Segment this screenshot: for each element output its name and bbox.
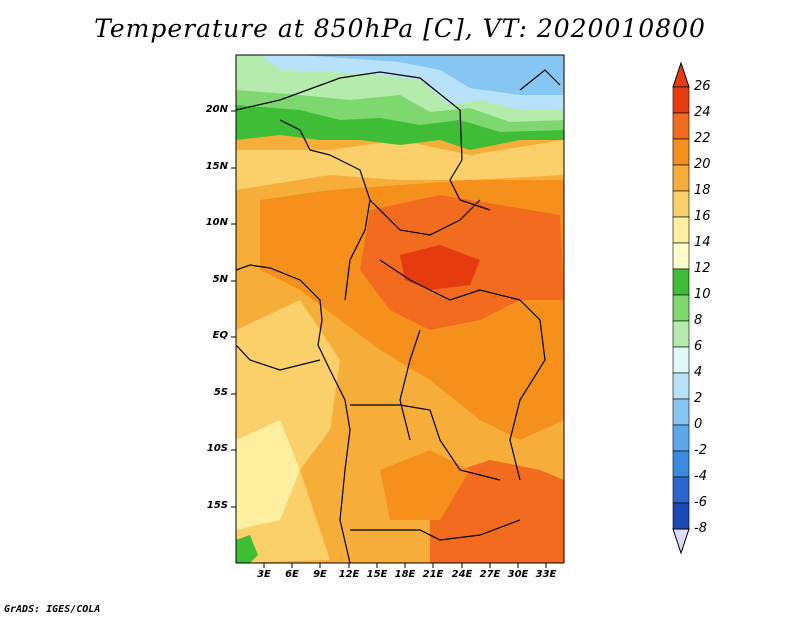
cb-label-4: 4 — [694, 365, 703, 380]
country-borders — [236, 69, 561, 563]
cb-label-2: 2 — [694, 391, 703, 406]
colorbar-box-8 — [672, 268, 690, 296]
map-title: Temperature at 850hPa [C], VT: 202001080… — [94, 14, 706, 43]
cb-label-m4: -4 — [694, 469, 707, 484]
colorbar-bottom-arrow — [672, 528, 690, 555]
colorbar-box-11 — [672, 346, 690, 374]
lon-label-27e: 27E — [479, 569, 501, 580]
colorbar-box-5 — [672, 190, 690, 218]
lon-label-9e: 9E — [313, 569, 327, 580]
colorbar-box-4 — [672, 164, 690, 192]
temperature-field — [236, 55, 564, 563]
lon-label-12e: 12E — [338, 569, 360, 580]
field-blue-north — [300, 55, 564, 95]
field-hot-core — [400, 245, 480, 290]
colorbar-box-15 — [672, 450, 690, 478]
lon-label-18e: 18E — [394, 569, 416, 580]
field-green-sw — [236, 535, 258, 563]
colorbar-box-1 — [672, 86, 690, 114]
colorbar-box-2 — [672, 112, 690, 140]
colorbar-box-13 — [672, 398, 690, 426]
cb-label-20: 20 — [694, 157, 711, 172]
lon-label-30e: 30E — [507, 569, 529, 580]
lat-label-15n: 15N — [205, 161, 228, 172]
cb-label-26: 26 — [694, 79, 711, 94]
cb-label-24: 24 — [694, 105, 711, 120]
field-mid-south — [380, 450, 470, 520]
lat-label-20n: 20N — [205, 104, 228, 115]
map-frame — [235, 54, 565, 564]
cb-label-10: 10 — [694, 287, 711, 302]
cb-label-m2: -2 — [694, 443, 707, 458]
cb-label-18: 18 — [694, 183, 711, 198]
colorbar-box-14 — [672, 424, 690, 452]
colorbar — [672, 61, 690, 555]
colorbar-box-16 — [672, 476, 690, 504]
lat-label-10s: 10S — [206, 443, 228, 454]
lat-label-eq: EQ — [212, 330, 228, 341]
colorbar-box-3 — [672, 138, 690, 166]
cb-label-0: 0 — [694, 417, 703, 432]
colorbar-box-6 — [672, 216, 690, 244]
x-ticks — [263, 563, 547, 568]
lon-label-24e: 24E — [451, 569, 473, 580]
cb-label-6: 6 — [694, 339, 703, 354]
cb-label-m8: -8 — [694, 521, 707, 536]
colorbar-box-17 — [672, 502, 690, 530]
lon-label-15e: 15E — [366, 569, 388, 580]
lon-label-21e: 21E — [422, 569, 444, 580]
lat-label-15s: 15S — [206, 500, 228, 511]
cb-label-12: 12 — [694, 261, 711, 276]
cb-label-8: 8 — [694, 313, 703, 328]
grads-credit: GrADS: IGES/COLA — [4, 604, 101, 615]
colorbar-box-12 — [672, 372, 690, 400]
cb-label-16: 16 — [694, 209, 711, 224]
cb-label-m6: -6 — [694, 495, 707, 510]
cb-label-22: 22 — [694, 131, 711, 146]
cb-label-14: 14 — [694, 235, 711, 250]
colorbar-box-7 — [672, 242, 690, 270]
colorbar-top-arrow — [672, 61, 690, 88]
lat-label-10n: 10N — [205, 217, 228, 228]
field-cream-sw — [236, 420, 300, 530]
lon-label-3e: 3E — [257, 569, 271, 580]
lon-label-33e: 33E — [535, 569, 557, 580]
lat-label-5s: 5S — [213, 387, 228, 398]
colorbar-box-10 — [672, 320, 690, 348]
lon-label-6e: 6E — [285, 569, 299, 580]
lat-label-5n: 5N — [212, 274, 228, 285]
y-ticks — [231, 110, 236, 508]
colorbar-box-9 — [672, 294, 690, 322]
